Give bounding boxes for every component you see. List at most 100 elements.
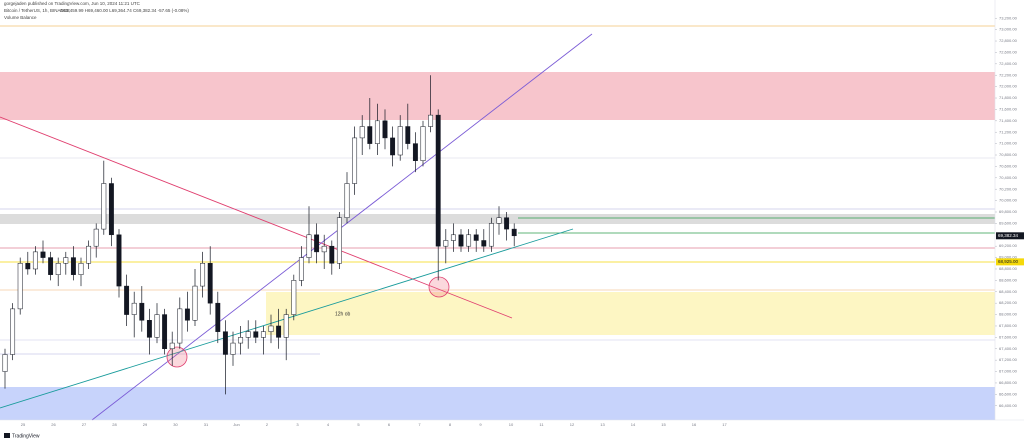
- candle-body: [238, 337, 244, 344]
- y-tick-label: 72,200.00: [999, 72, 1018, 77]
- y-tick-label: 68,400.00: [999, 289, 1018, 294]
- x-tick-label: 3: [296, 422, 299, 427]
- candle-body: [397, 126, 403, 156]
- y-tick-label: 71,600.00: [999, 106, 1018, 111]
- candle-body: [283, 314, 289, 338]
- candle-body: [86, 245, 92, 264]
- demand-zone: [0, 387, 995, 420]
- candle-body: [405, 126, 411, 144]
- candle-body: [17, 263, 23, 310]
- candle-body: [55, 263, 61, 275]
- candle-body: [116, 234, 122, 287]
- candle-body: [207, 263, 213, 304]
- y-tick-label: 66,400.00: [999, 403, 1018, 408]
- x-tick-label: 13: [600, 422, 605, 427]
- x-tick-label: 14: [631, 422, 636, 427]
- y-tick-label: 70,600.00: [999, 163, 1018, 168]
- candle-body: [466, 234, 472, 247]
- candle-body: [215, 302, 221, 332]
- x-tick-label: 9: [479, 422, 482, 427]
- ohlc: O69,459.99 H69,460.00 L69,364.74 C69,382…: [60, 8, 189, 13]
- candle-body: [511, 228, 517, 237]
- y-tick-label: 67,000.00: [999, 369, 1018, 374]
- price-axis: [995, 0, 1024, 441]
- candle-body: [306, 234, 312, 258]
- y-tick-label: 68,600.00: [999, 277, 1018, 282]
- x-tick-label: 5: [357, 422, 360, 427]
- x-tick-label: 11: [539, 422, 544, 427]
- candle-body: [139, 302, 145, 321]
- y-tick-label: 67,200.00: [999, 357, 1018, 362]
- candle-body: [48, 257, 54, 275]
- candle-body: [291, 280, 297, 315]
- trend-line: [0, 116, 513, 319]
- candle-body: [329, 245, 335, 264]
- candle-body: [473, 234, 479, 241]
- candle-body: [124, 285, 130, 315]
- y-tick-label: 71,400.00: [999, 118, 1018, 123]
- candle-body: [40, 251, 46, 258]
- order-block-zone: [266, 292, 995, 335]
- candle-body: [131, 302, 137, 315]
- x-tick-label: 31: [204, 422, 209, 427]
- candle-body: [496, 217, 502, 224]
- candle-body: [321, 245, 327, 253]
- candle-body: [146, 320, 152, 338]
- x-tick-label: 27: [82, 422, 87, 427]
- y-tick-label: 73,000.00: [999, 27, 1018, 32]
- x-tick-label: 8: [449, 422, 452, 427]
- candle-body: [298, 257, 304, 281]
- candle-body: [93, 228, 99, 247]
- candle-body: [192, 285, 198, 321]
- candle-body: [314, 234, 320, 253]
- candle-body: [177, 308, 183, 344]
- x-tick-label: 16: [692, 422, 697, 427]
- y-tick-label: 66,800.00: [999, 380, 1018, 385]
- candle-body: [101, 183, 107, 230]
- x-tick-label: 26: [51, 422, 56, 427]
- x-tick-label: 6: [388, 422, 391, 427]
- y-tick-label: 70,200.00: [999, 186, 1018, 191]
- candle-body: [458, 234, 464, 247]
- y-tick-label: 69,600.00: [999, 220, 1018, 225]
- y-tick-label: 73,200.00: [999, 15, 1018, 20]
- y-tick-label: 71,200.00: [999, 129, 1018, 134]
- y-tick-label: 67,400.00: [999, 346, 1018, 351]
- x-tick-label: Jun: [233, 422, 239, 427]
- y-tick-label: 70,800.00: [999, 152, 1018, 157]
- candle-body: [390, 137, 396, 156]
- x-tick-label: 7: [418, 422, 421, 427]
- x-tick-label: 4: [327, 422, 330, 427]
- y-tick-label: 72,000.00: [999, 84, 1018, 89]
- y-tick-label: 69,000.00: [999, 255, 1018, 260]
- candle-body: [25, 263, 31, 270]
- candle-body: [260, 331, 266, 338]
- candle-body: [336, 217, 342, 264]
- y-tick-label: 67,800.00: [999, 323, 1018, 328]
- x-tick-label: 10: [509, 422, 514, 427]
- candle-body: [108, 183, 114, 236]
- candle-body: [428, 114, 434, 127]
- y-tick-label: 72,800.00: [999, 38, 1018, 43]
- candle-body: [268, 325, 274, 332]
- candle-body: [32, 251, 38, 270]
- symbol: Bitcoin / TetherUS, 1h, BINANCE: [4, 8, 70, 13]
- y-tick-label: 66,600.00: [999, 391, 1018, 396]
- x-tick-label: 15: [661, 422, 666, 427]
- candle-body: [481, 240, 487, 247]
- candle-body: [63, 257, 69, 264]
- y-tick-label: 69,200.00: [999, 243, 1018, 248]
- candle-body: [10, 308, 16, 355]
- y-tick-label: 72,400.00: [999, 61, 1018, 66]
- brand-logo: [4, 433, 10, 438]
- candle-body: [435, 114, 441, 247]
- candle-body: [253, 331, 259, 338]
- highlight-circle: [428, 276, 450, 298]
- candle-body: [200, 263, 206, 287]
- candle-body: [344, 183, 350, 218]
- y-tick-label: 68,800.00: [999, 266, 1018, 271]
- candle-body: [78, 263, 84, 275]
- candle-body: [412, 143, 418, 161]
- candle-body: [230, 342, 236, 355]
- candle-body: [352, 137, 358, 184]
